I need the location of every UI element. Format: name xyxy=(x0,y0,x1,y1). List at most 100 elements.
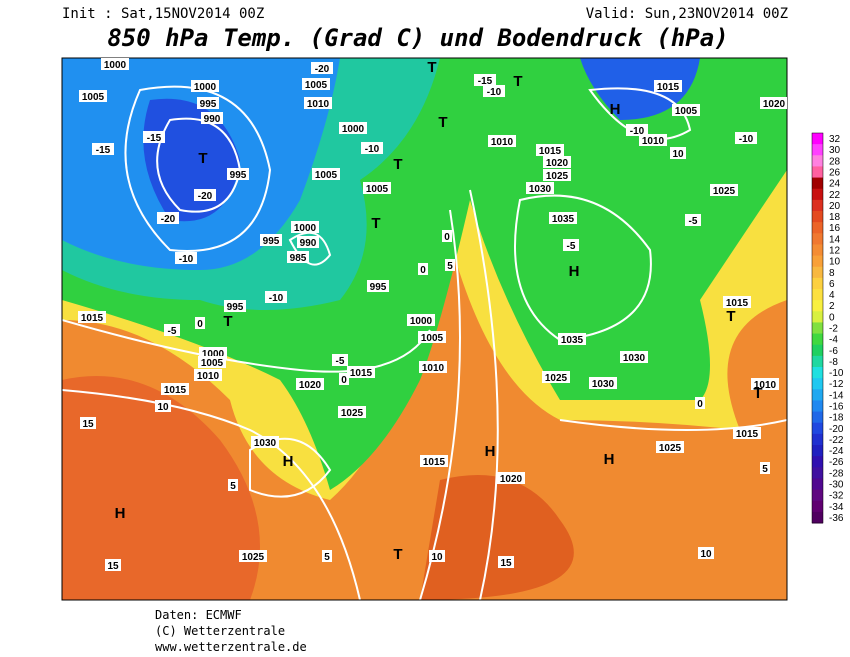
low-pressure: T xyxy=(393,156,402,173)
colorbar-swatch xyxy=(812,144,823,156)
contour-label: 0 xyxy=(420,265,426,276)
colorbar-swatch xyxy=(812,400,823,413)
label-box xyxy=(339,373,349,385)
label-box xyxy=(304,97,332,109)
contour-label: 1010 xyxy=(422,363,445,374)
colorbar-label: 0 xyxy=(829,312,835,323)
contour-label: 1015 xyxy=(726,298,749,309)
colorbar-label: 2 xyxy=(829,301,835,312)
colorbar-swatch xyxy=(812,233,823,245)
contour-label: -5 xyxy=(689,216,698,227)
colorbar-swatch xyxy=(812,300,823,312)
footer-url: www.wetterzentrale.de xyxy=(155,640,307,654)
contour-label: 1030 xyxy=(529,184,552,195)
colorbar-label: -16 xyxy=(829,402,844,413)
colorbar-label: 24 xyxy=(829,179,841,190)
label-box xyxy=(733,427,761,439)
contour-label: 15 xyxy=(500,558,512,569)
low-pressure: T xyxy=(726,308,735,325)
label-box xyxy=(92,143,114,155)
contour-label: 1005 xyxy=(82,92,105,103)
colorbar-label: 32 xyxy=(829,134,841,145)
label-box xyxy=(367,280,389,292)
colorbar-label: -20 xyxy=(829,424,844,435)
title: 850 hPa Temp. (Grad C) und Bodendruck (h… xyxy=(107,24,728,52)
contour-label: -10 xyxy=(487,87,502,98)
contour-label: 1000 xyxy=(342,124,365,135)
label-box xyxy=(672,104,700,116)
contour-label: 1015 xyxy=(736,429,759,440)
label-box xyxy=(105,559,121,571)
colorbar-label: 18 xyxy=(829,212,841,223)
colorbar-swatch xyxy=(812,222,823,234)
label-box xyxy=(685,214,701,226)
colorbar-label: -26 xyxy=(829,457,844,468)
colorbar-label: -24 xyxy=(829,446,844,457)
label-box xyxy=(445,259,455,271)
label-box xyxy=(78,311,106,323)
contour-label: 1015 xyxy=(657,82,680,93)
label-box xyxy=(311,62,333,74)
colorbar-label: 12 xyxy=(829,246,841,257)
contour-label: 1020 xyxy=(546,158,569,169)
label-box xyxy=(161,383,189,395)
contour-label: 1010 xyxy=(642,136,665,147)
label-box xyxy=(287,251,309,263)
contour-label: 1010 xyxy=(754,380,777,391)
contour-label: -10 xyxy=(269,293,284,304)
contour-label: 15 xyxy=(107,561,119,572)
label-box xyxy=(164,324,180,336)
label-box xyxy=(332,354,348,366)
colorbar-label: -2 xyxy=(829,324,838,335)
label-box xyxy=(760,462,770,474)
contour-label: 1010 xyxy=(197,371,220,382)
contour-label: 5 xyxy=(324,552,330,563)
contour-label: 5 xyxy=(762,464,768,475)
contour-label: 1020 xyxy=(763,99,786,110)
contour-label: -20 xyxy=(198,191,213,202)
label-box xyxy=(143,131,165,143)
contour-label: 10 xyxy=(157,402,169,413)
label-box xyxy=(626,124,648,136)
contour-label: 995 xyxy=(230,170,247,181)
contour-label: 1015 xyxy=(350,368,373,379)
high-pressure: H xyxy=(569,263,580,280)
low-pressure: T xyxy=(393,546,402,563)
contour-label: 15 xyxy=(82,419,94,430)
label-box xyxy=(191,80,219,92)
colorbar-label: 8 xyxy=(829,268,835,279)
contour-label: 1005 xyxy=(421,333,444,344)
contour-label: 1025 xyxy=(341,408,364,419)
colorbar-swatch xyxy=(812,199,823,212)
low-pressure: T xyxy=(438,114,447,131)
label-box xyxy=(228,479,238,491)
contour-label: 1015 xyxy=(164,385,187,396)
map-frame xyxy=(61,57,788,601)
contour-label: 1035 xyxy=(552,214,575,225)
label-box xyxy=(639,134,667,146)
label-box xyxy=(157,212,179,224)
low-pressure: T xyxy=(753,385,762,402)
label-box xyxy=(497,472,525,484)
label-box xyxy=(751,378,779,390)
contour-label: -5 xyxy=(567,241,576,252)
contour-label: 1030 xyxy=(592,379,615,390)
contour-label: -15 xyxy=(478,76,493,87)
label-box xyxy=(197,97,219,109)
contour-label: 1000 xyxy=(194,82,217,93)
colorbar-swatch xyxy=(812,277,823,290)
label-box xyxy=(549,212,577,224)
colorbar-label: -32 xyxy=(829,491,844,502)
colorbar-label: 14 xyxy=(829,234,841,245)
label-box xyxy=(79,90,107,102)
contour-label: 1000 xyxy=(294,223,317,234)
colorbar-swatch xyxy=(812,344,823,357)
init-time: Init : Sat,15NOV2014 00Z xyxy=(62,6,264,22)
colorbar-label: -34 xyxy=(829,502,844,513)
colorbar-label: 16 xyxy=(829,223,841,234)
label-box xyxy=(195,317,205,329)
map xyxy=(62,58,787,600)
colorbar-swatch xyxy=(812,188,823,201)
colorbar-label: -22 xyxy=(829,435,844,446)
